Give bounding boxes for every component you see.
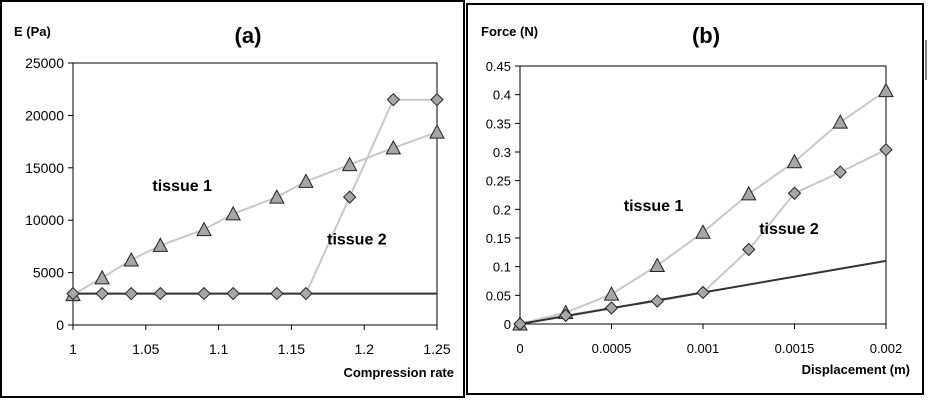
charta-tissue-2-diamond-point bbox=[124, 286, 138, 301]
chartb-tissue-2-diamond-point bbox=[650, 294, 664, 308]
charta-series-line-tissue-1 bbox=[72, 131, 438, 296]
charta-tissue-2-diamond-point bbox=[270, 286, 284, 301]
charta-x-tick-label: 1.15 bbox=[278, 341, 305, 357]
chartb-x-tick-label: 0.002 bbox=[870, 341, 903, 356]
charta-y-tick-label: 10000 bbox=[25, 212, 64, 228]
panel-b-frame bbox=[466, 3, 924, 395]
chartb-tissue-1-triangle-point bbox=[695, 224, 711, 239]
charta-y-tick-label: 5000 bbox=[33, 265, 64, 281]
charta-tissue-2-diamond-point bbox=[299, 286, 313, 301]
charta-tissue-1-triangle-point bbox=[123, 251, 140, 267]
chartb-tissue-1-triangle-point bbox=[740, 185, 757, 201]
panel-a-frame bbox=[0, 0, 465, 398]
charta-tissue-1-triangle-point bbox=[298, 173, 314, 188]
chartb-y-tick-label: 0.15 bbox=[486, 231, 511, 246]
panel-a-plot: 0 5000 10000 15000 20000 25000 1 1.05 1.1 1.15 1.2… bbox=[25, 55, 451, 357]
chartb-x-tick-label: 0.0015 bbox=[775, 341, 815, 356]
chartb-y-tick-label: 0.25 bbox=[486, 174, 511, 189]
chartb-y-tick-label: 0.2 bbox=[493, 202, 511, 217]
chartb-tissue-1-triangle-point bbox=[878, 82, 894, 98]
chartb-tissue-2-diamond-point bbox=[604, 301, 619, 315]
charta-tissue-1-triangle-point bbox=[385, 139, 402, 155]
charta-y-tick-label: 0 bbox=[56, 317, 64, 333]
charta-y-tick-label: 15000 bbox=[25, 160, 64, 176]
charta-tissue-2-diamond-point bbox=[386, 92, 401, 107]
chartb-y-tick-label: 0 bbox=[504, 317, 511, 332]
chartb-annotation-tissue-1: tissue 1 bbox=[624, 198, 684, 215]
charta-tissue-2-diamond-point bbox=[430, 92, 444, 107]
chartb-tissue-1-triangle-point bbox=[649, 257, 666, 273]
chartb-tissue-2-diamond-point bbox=[696, 285, 710, 300]
panel-a-ylabel: E (Pa) bbox=[14, 24, 51, 39]
chartb-tissue-1-triangle-point bbox=[603, 286, 620, 301]
panel-b-title: (b) bbox=[692, 23, 720, 48]
chartb-y-tick-label: 0.1 bbox=[493, 260, 511, 275]
chartb-tissue-1-triangle-point bbox=[786, 153, 803, 169]
panel-b-xlabel: Displacement (m) bbox=[802, 362, 910, 377]
charta-tissue-2-diamond-point bbox=[342, 190, 357, 204]
chartb-y-tick-label: 0.35 bbox=[486, 116, 511, 131]
chartb-tissue-2-diamond-point bbox=[787, 186, 802, 200]
chartb-y-tick-label: 0.05 bbox=[486, 288, 511, 303]
charta-tissue-1-triangle-point bbox=[429, 124, 445, 139]
chartb-y-tick-label: 0.4 bbox=[493, 88, 511, 103]
chartb-tissue-2-diamond-point bbox=[559, 308, 573, 323]
charta-annotation-tissue-2: tissue 2 bbox=[327, 231, 387, 248]
charta-tissue-2-diamond-point bbox=[153, 286, 168, 301]
charta-x-tick-label: 1.2 bbox=[354, 341, 374, 357]
panel-a-title: (a) bbox=[235, 23, 262, 48]
charta-annotation-tissue-1: tissue 1 bbox=[152, 178, 212, 195]
charta-tissue-1-triangle-point bbox=[152, 237, 169, 252]
charta-tissue-1-triangle-point bbox=[196, 221, 212, 237]
charta-y-tick-label: 20000 bbox=[25, 107, 64, 123]
charta-tissue-1-triangle-point bbox=[341, 156, 358, 172]
charta-x-tick-label: 1.05 bbox=[132, 341, 159, 357]
chartb-x-tick-label: 0.0005 bbox=[592, 341, 632, 356]
chartb-tissue-1-triangle-point bbox=[832, 114, 849, 129]
chartb-x-tick-label: 0 bbox=[516, 341, 523, 356]
charta-plot-area bbox=[72, 62, 438, 326]
chartb-annotation-tissue-2: tissue 2 bbox=[759, 221, 819, 238]
charta-x-tick-label: 1.1 bbox=[209, 341, 229, 357]
panel-a-xlabel: Compression rate bbox=[343, 365, 454, 380]
charta-x-tick-label: 1 bbox=[69, 341, 77, 357]
chartb-plot-area bbox=[519, 65, 887, 325]
charta-tissue-2-diamond-point bbox=[95, 286, 109, 301]
chartb-y-tick-label: 0.3 bbox=[493, 145, 511, 160]
panel-b-ylabel: Force (N) bbox=[481, 24, 538, 39]
chartb-y-tick-label: 0.45 bbox=[486, 59, 511, 74]
charta-tissue-1-triangle-point bbox=[269, 189, 285, 204]
charta-tissue-2-diamond-point bbox=[66, 286, 80, 301]
chartb-tissue-2-diamond-point bbox=[833, 165, 847, 179]
charta-tissue-1-triangle-point bbox=[225, 205, 241, 221]
chartb-tissue-2-diamond-point bbox=[742, 242, 756, 257]
charta-tissue-2-diamond-point bbox=[226, 286, 240, 301]
charta-x-tick-label: 1.25 bbox=[423, 341, 450, 357]
charta-y-tick-label: 25000 bbox=[25, 55, 64, 71]
chartb-tissue-2-diamond-point bbox=[879, 142, 893, 157]
chartb-tissue-2-diamond-point bbox=[513, 317, 527, 331]
panel-b-plot: 0 0.05 0.1 0.15 0.2 0.25 0.3 0.35 0.4 0.45 0 0.0005… bbox=[486, 59, 903, 356]
charta-tissue-1-triangle-point bbox=[94, 269, 110, 285]
charta-tissue-2-diamond-point bbox=[197, 286, 211, 301]
chartb-x-tick-label: 0.001 bbox=[687, 341, 720, 356]
